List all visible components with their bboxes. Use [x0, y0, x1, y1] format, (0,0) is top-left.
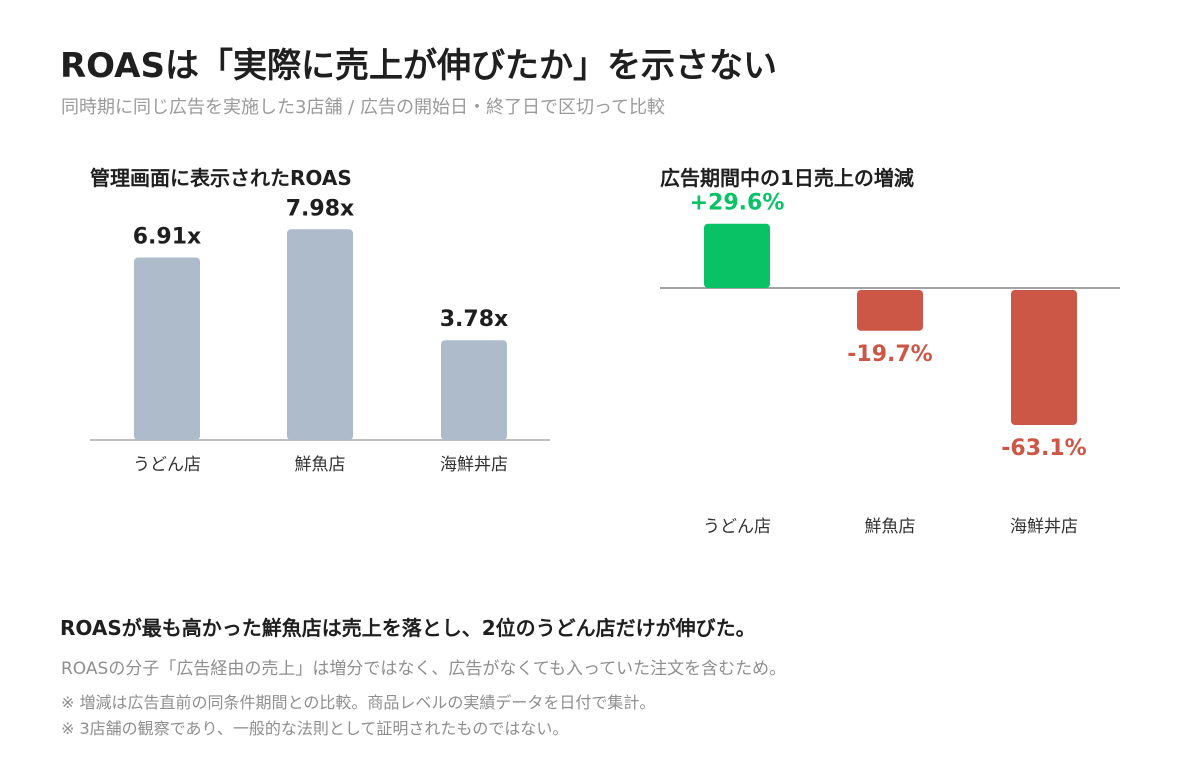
sales-decrease-bar	[857, 290, 923, 331]
roas-bar	[441, 340, 507, 440]
sales-change-category-label: 鮮魚店	[865, 517, 916, 537]
roas-bar-value-label: 6.91x	[133, 225, 201, 250]
sales-change-value-label: -19.7%	[847, 342, 932, 367]
roas-category-label: 海鮮丼店	[440, 455, 508, 475]
roas-category-label: 鮮魚店	[295, 455, 346, 475]
roas-bar-value-label: 7.98x	[286, 196, 354, 221]
footnote-2: ※ 3店舗の観察であり、一般的な法則として証明されたものではない。	[61, 719, 569, 738]
page-title: ROASは「実際に売上が伸びたか」を示さない	[60, 46, 777, 86]
roas-chart-title: 管理画面に表示されたROAS	[90, 166, 352, 190]
explanation-text: ROASの分子「広告経由の売上」は増分ではなく、広告がなくても入っていた注文を含…	[61, 659, 787, 679]
roas-category-label: うどん店	[133, 455, 201, 475]
sales-change-chart-title: 広告期間中の1日売上の増減	[660, 166, 914, 190]
sales-change-value-label: +29.6%	[690, 191, 785, 216]
sales-change-category-label: うどん店	[703, 517, 771, 537]
footnote-1: ※ 増減は広告直前の同条件期間との比較。商品レベルの実績データを日付で集計。	[61, 693, 656, 712]
page-subtitle: 同時期に同じ広告を実施した3店舗 / 広告の開始日・終了日で区切って比較	[61, 97, 666, 118]
sales-change-category-label: 海鮮丼店	[1010, 517, 1078, 537]
sales-increase-bar	[704, 223, 770, 288]
sales-decrease-bar	[1011, 290, 1077, 425]
roas-bar-value-label: 3.78x	[440, 307, 508, 332]
conclusion-text: ROASが最も高かった鮮魚店は売上を落とし、2位のうどん店だけが伸びた。	[60, 616, 756, 640]
roas-bar	[287, 229, 353, 440]
roas-bar	[134, 257, 200, 440]
sales-change-value-label: -63.1%	[1001, 436, 1086, 461]
